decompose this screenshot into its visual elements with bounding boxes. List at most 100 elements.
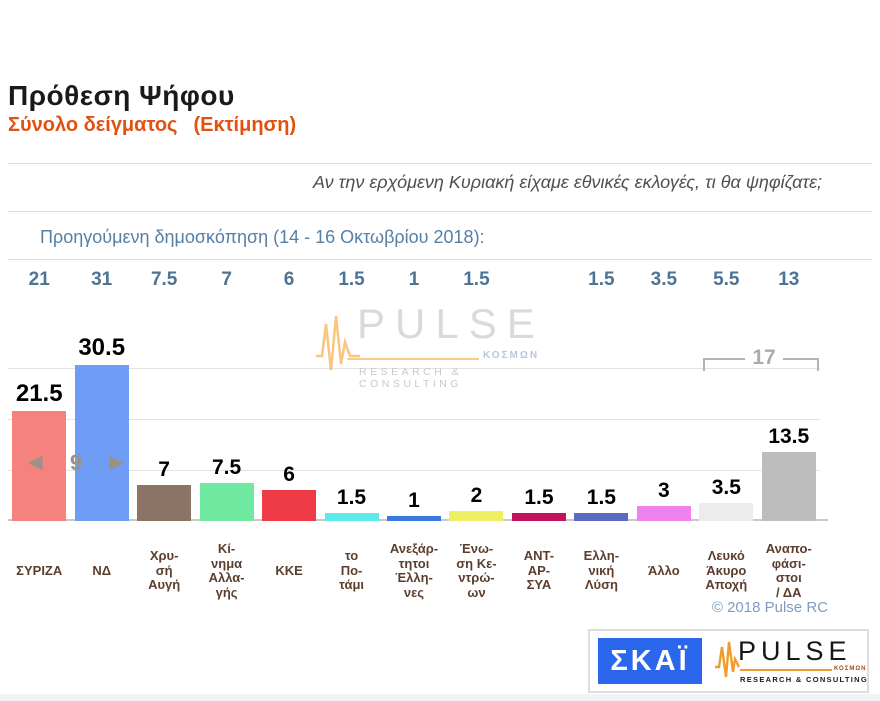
previous-value: 13 xyxy=(778,269,800,290)
previous-value: 6 xyxy=(283,269,295,290)
bar-value-label: 21.5 xyxy=(15,380,63,408)
bracket-tick-left xyxy=(703,358,705,371)
bar-value-label: 1.5 xyxy=(586,486,616,510)
previous-value: 5.5 xyxy=(713,269,740,290)
bar-column: 1.5 xyxy=(570,300,632,521)
bar-value-label: 1 xyxy=(408,488,420,512)
bracket-total-value: 17 xyxy=(752,346,776,369)
bar xyxy=(574,513,629,521)
previous-value xyxy=(508,266,570,294)
gridline-10 xyxy=(8,470,820,471)
bracket-segment-right xyxy=(783,358,819,360)
bar-column: 7.5 xyxy=(195,300,257,521)
bar-column: 13.5 xyxy=(758,300,820,521)
category-label: Άλλο xyxy=(648,562,680,578)
lead-gap-marker: ◀ 9 ▶ xyxy=(28,450,124,476)
bar xyxy=(636,505,691,521)
bar-value-label: 7 xyxy=(158,458,170,482)
bar-chart: 21.5 30.5 7 7.5 6 1.5 1 2 1.5 1.5 3 3.5 13.5 ◀ 9 ▶ 1… xyxy=(8,300,820,521)
category-label: Ανεξάρ- τητοι Έλλη- νες xyxy=(389,541,439,600)
category-label: Ένω- ση Κε- ντρώ- ων xyxy=(456,541,497,600)
bar xyxy=(761,452,816,521)
bar-column: 3 xyxy=(633,300,695,521)
bars-row: 21.5 30.5 7 7.5 6 1.5 1 2 1.5 1.5 3 3.5 13.5 xyxy=(8,300,820,521)
bar xyxy=(137,485,192,521)
previous-value: 21 xyxy=(28,269,50,290)
bar-value-label: 1.5 xyxy=(336,486,367,510)
previous-value: 3.5 xyxy=(650,269,678,290)
bar-column: 1 xyxy=(383,300,445,521)
category-label: Κί- νημα Αλλα- γής xyxy=(208,541,245,600)
divider xyxy=(8,259,872,260)
previous-value: 7 xyxy=(221,269,232,290)
pulse-heartbeat-icon xyxy=(715,641,740,678)
bar-column: 21.5 xyxy=(8,300,70,521)
bar xyxy=(12,411,67,521)
right-arrow-icon: ▶ xyxy=(109,452,124,473)
bar-column: 3.5 xyxy=(695,300,757,521)
gridline-20 xyxy=(8,419,820,420)
skai-logo: ΣΚΑΪ xyxy=(598,638,702,684)
copyright-text: © 2018 Pulse RC xyxy=(711,599,828,616)
category-label: Χρυ- σή Αυγή xyxy=(148,548,181,593)
previous-value: 1.5 xyxy=(588,269,615,290)
divider xyxy=(8,211,872,212)
bottom-strip xyxy=(0,694,880,701)
previous-values-row: 21 31 7.5 7 6 1.5 1 1.5 1.5 3.5 5.5 13 xyxy=(8,266,820,294)
previous-poll-label: Προηγούμενη δημοσκόπηση (14 - 16 Οκτωβρί… xyxy=(40,227,485,247)
category-label: Λευκό Άκυρο Αποχή xyxy=(705,548,748,593)
pulse-logo-underline xyxy=(740,669,832,671)
bar-value-label: 13.5 xyxy=(768,425,810,449)
bar xyxy=(511,513,566,521)
gridline-30 xyxy=(8,368,820,369)
page-subtitle: Σύνολο δείγματος (Εκτίμηση) xyxy=(8,114,296,137)
bar-column: 6 xyxy=(258,300,320,521)
pulse-logo: PULSE ΚΟΣΜΩΝ RESEARCH & CONSULTING xyxy=(714,636,867,686)
previous-value: 1 xyxy=(408,269,420,290)
bar xyxy=(386,515,441,521)
bar xyxy=(262,490,317,521)
bar-value-label: 1.5 xyxy=(524,486,554,510)
pulse-logo-tagline: RESEARCH & CONSULTING xyxy=(740,675,868,684)
footer-logo-box: ΣΚΑΪ PULSE ΚΟΣΜΩΝ RESEARCH & CONSULTING xyxy=(588,629,869,693)
left-arrow-icon: ◀ xyxy=(28,452,43,473)
category-label: ΑΝΤ- ΑΡ- ΣΥΑ xyxy=(523,548,555,593)
previous-value: 31 xyxy=(91,269,113,290)
page-title: Πρόθεση Ψήφου xyxy=(8,80,235,111)
bar xyxy=(324,513,379,521)
pulse-logo-sub: ΚΟΣΜΩΝ xyxy=(834,666,867,672)
category-label: Ελλη- νική Λύση xyxy=(583,548,620,593)
category-labels-row: ΣΥΡΙΖΑ ΝΔ Χρυ- σή Αυγή Κί- νημα Αλλα- γής ΚΚ… xyxy=(8,540,820,602)
category-label: ΝΔ xyxy=(92,562,112,578)
bar xyxy=(449,510,504,521)
lead-gap-value: 9 xyxy=(69,450,83,475)
previous-value: 7.5 xyxy=(150,269,178,290)
category-label: Αναπο- φάσι- στοι / ΔΑ xyxy=(765,541,812,600)
previous-value: 1.5 xyxy=(338,269,365,290)
subtitle-estimate: (Εκτίμηση) xyxy=(193,114,297,136)
bar-column: 1.5 xyxy=(508,300,570,521)
divider xyxy=(8,163,872,164)
bar xyxy=(74,365,129,521)
bar-column: 7 xyxy=(133,300,195,521)
category-label: ΣΥΡΙΖΑ xyxy=(16,562,63,578)
poll-question: Αν την ερχόμενη Κυριακή είχαμε εθνικές ε… xyxy=(312,172,822,192)
bracket-tick-right xyxy=(817,358,819,371)
category-label: ΚΚΕ xyxy=(275,562,303,578)
previous-value: 1.5 xyxy=(463,269,490,290)
category-label: το Πο- τάμι xyxy=(339,548,365,593)
bar-column: 1.5 xyxy=(320,300,382,521)
pulse-logo-brand: PULSE xyxy=(738,636,852,666)
bar-value-label: 7.5 xyxy=(212,455,242,479)
subtitle-sample: Σύνολο δείγματος xyxy=(8,114,178,136)
bar-column: 2 xyxy=(445,300,507,521)
bar-value-label: 6 xyxy=(283,463,295,487)
bar xyxy=(699,503,754,521)
bar xyxy=(199,482,254,521)
bar-value-label: 2 xyxy=(470,483,483,507)
bar-value-label: 30.5 xyxy=(78,334,126,362)
bracket-segment-left xyxy=(703,358,745,360)
bar-column: 30.5 xyxy=(70,300,132,521)
bar-value-label: 3.5 xyxy=(711,476,741,500)
